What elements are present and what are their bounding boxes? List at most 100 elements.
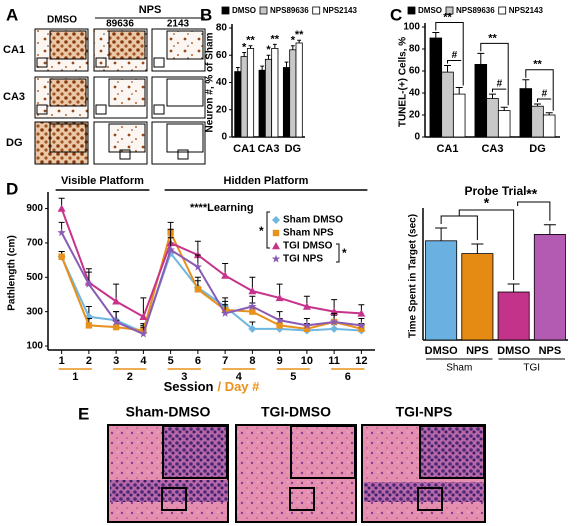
significance-label: *: [242, 41, 247, 53]
panel-label: A: [6, 5, 18, 24]
bar: [289, 49, 297, 138]
point: [302, 320, 312, 329]
x-tick-label: DG: [285, 143, 302, 155]
point: [166, 245, 175, 254]
x-tick-label: CA1: [436, 143, 458, 155]
y-tick-label: 60: [409, 66, 421, 77]
legend-swatch: [498, 6, 507, 15]
annotation: *: [342, 246, 347, 260]
bracket: [266, 211, 270, 249]
error-bar: [522, 79, 530, 89]
error-bar: [477, 52, 485, 65]
day-label: 1: [72, 371, 78, 383]
legend-label: NPS2143: [323, 6, 358, 15]
x-tick-label: CA1: [233, 143, 255, 155]
significance-label: #: [452, 50, 458, 61]
x-tick-label: NPS: [466, 345, 489, 357]
point: [193, 262, 203, 271]
legend-marker: [272, 216, 280, 224]
point: [111, 317, 121, 326]
point: [112, 323, 120, 331]
point: [221, 271, 230, 279]
point: [329, 317, 339, 326]
point: [302, 302, 311, 310]
bar: [234, 71, 242, 138]
panel-label: C: [390, 5, 402, 24]
x-tick-label: NPS: [539, 345, 562, 357]
bar: [452, 93, 466, 138]
error-bar: [248, 45, 253, 49]
legend-swatch: [407, 6, 416, 15]
point: [248, 287, 257, 295]
x-tick-label: 4: [140, 355, 147, 367]
point: [248, 302, 257, 311]
y-axis-label: Pathlength (cm): [7, 235, 18, 311]
bracket: [517, 201, 551, 221]
point: [85, 322, 93, 329]
y-axis-label: TUNEL-(+) Cells, %: [398, 37, 409, 127]
y-tick-label: 0: [414, 132, 420, 143]
bar: [271, 48, 279, 138]
bar: [240, 56, 248, 138]
point: [276, 322, 283, 329]
legend-label: NPS89636: [456, 6, 495, 15]
point: [357, 309, 366, 317]
error-bar: [266, 54, 271, 60]
point: [194, 286, 202, 293]
legend-label: Sham DMSO: [283, 215, 343, 226]
bar: [429, 37, 443, 138]
x-axis-label-main: Session: [164, 379, 214, 394]
legend-swatch: [312, 6, 321, 15]
x-tick-label: 9: [277, 355, 283, 367]
error-bar: [290, 45, 295, 50]
point: [275, 315, 284, 324]
point: [248, 324, 257, 333]
point: [220, 308, 230, 317]
y-tick-label: 60: [216, 50, 228, 61]
error-bar: [235, 67, 240, 72]
x-tick-label: DG: [529, 143, 546, 155]
bar: [474, 64, 488, 138]
image-label: TGI-NPS: [396, 404, 453, 420]
point: [249, 308, 256, 315]
bar: [282, 67, 291, 138]
image-label: Sham-DMSO: [126, 404, 211, 420]
x-tick-label: DMSO: [497, 345, 530, 357]
phase-label: Visible Platform: [61, 175, 144, 187]
series-line: [60, 251, 362, 334]
error-bar: [488, 93, 497, 99]
legend-swatch: [221, 6, 230, 15]
error-bar: [260, 65, 265, 71]
y-axis-label: Time Spent in Target (sec): [408, 214, 419, 338]
point: [139, 329, 148, 338]
bar: [519, 88, 533, 138]
bracket: [537, 98, 552, 102]
x-tick-label: DMSO: [425, 345, 458, 357]
row-label: CA3: [3, 91, 25, 103]
x-tick-label: 6: [195, 355, 201, 367]
bar: [441, 71, 454, 138]
x-tick-label: 2: [86, 355, 92, 367]
y-tick-label: 900: [26, 203, 43, 214]
significance-label: *: [291, 35, 296, 47]
legend-label: DMSO: [232, 6, 256, 15]
phase-label: Hidden Platform: [224, 175, 309, 187]
x-tick-label: 11: [328, 355, 340, 367]
bar: [531, 105, 544, 138]
error-bar: [435, 227, 448, 241]
image-label: TGI-DMSO: [261, 404, 331, 420]
bar: [461, 253, 494, 341]
bar: [246, 48, 255, 138]
point: [58, 253, 65, 260]
bracket: [435, 22, 464, 86]
error-bar: [443, 65, 452, 73]
legend-marker: [271, 254, 281, 263]
bar: [425, 240, 458, 341]
error-bar: [543, 224, 556, 235]
legend-label: TGI NPS: [283, 254, 323, 265]
significance-label: #: [542, 89, 548, 100]
series-line: [60, 232, 362, 336]
y-tick-label: 40: [216, 77, 228, 88]
y-tick-label: 100: [26, 341, 43, 352]
